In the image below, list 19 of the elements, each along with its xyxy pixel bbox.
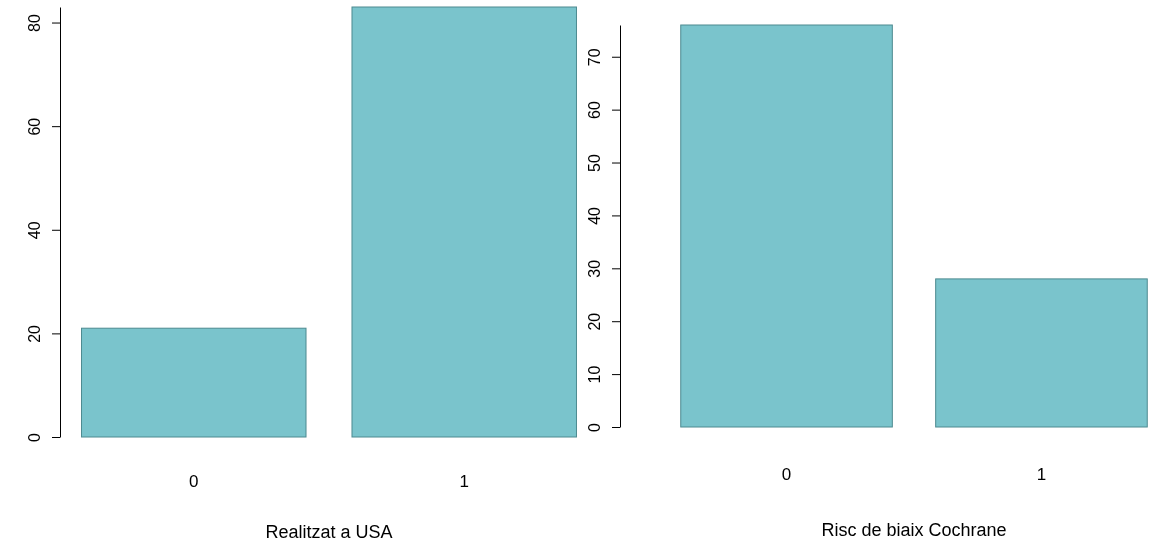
x-axis-title: Realitzat a USA — [265, 522, 393, 542]
y-tick-label: 60 — [26, 117, 43, 136]
y-tick-label: 10 — [586, 365, 603, 384]
x-tick-label: 0 — [189, 472, 199, 492]
x-axis-title: Risc de biaix Cochrane — [821, 520, 1007, 540]
y-tick-label: 70 — [586, 48, 603, 67]
y-tick-label: 20 — [586, 312, 603, 331]
x-tick-label: 0 — [781, 465, 792, 485]
y-tick-label: 30 — [586, 259, 603, 278]
y-tick-label: 50 — [586, 154, 603, 172]
y-tick-label: 40 — [26, 221, 43, 240]
x-tick-label: 1 — [1036, 465, 1047, 485]
y-tick-label: 0 — [586, 422, 603, 432]
y-tick-label: 0 — [26, 432, 43, 442]
y-tick-label: 20 — [26, 324, 43, 343]
y-tick-label: 80 — [26, 14, 43, 32]
y-tick-label: 60 — [586, 101, 603, 120]
x-tick-label: 1 — [459, 472, 469, 492]
y-tick-label: 40 — [586, 206, 603, 225]
